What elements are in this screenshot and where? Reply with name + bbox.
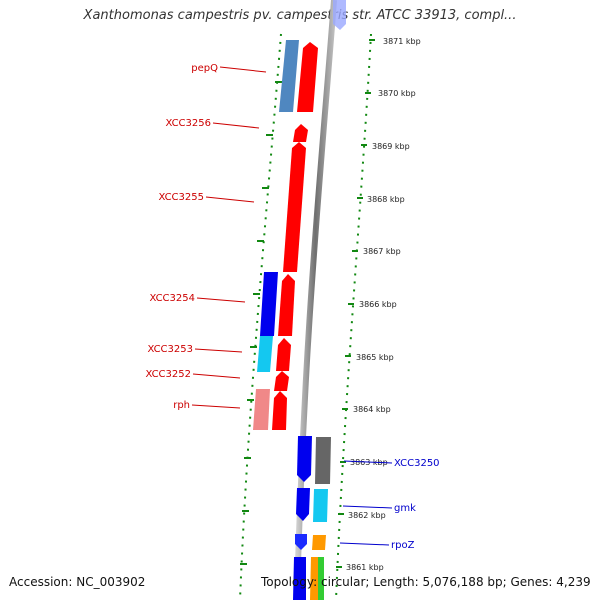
gene-next-green[interactable] (318, 557, 324, 600)
gene-gmk-arrow[interactable] (296, 488, 310, 521)
gene-rph-box[interactable] (253, 389, 270, 430)
gene-pepQ-box[interactable] (279, 40, 299, 112)
gene-pepQ-arrow[interactable] (297, 42, 318, 112)
label-connector (219, 66, 267, 73)
label-connector (191, 404, 241, 409)
gene-XCC3252-arrow[interactable] (274, 371, 289, 391)
gene-rpoZ-box[interactable] (312, 535, 326, 550)
gene-XCC3254-box[interactable] (260, 272, 278, 336)
gene-next-orange[interactable] (310, 557, 318, 600)
gene-label-XCC3252[interactable]: XCC3252 (145, 369, 191, 380)
label-connector (194, 348, 243, 353)
gene-label-XCC3255[interactable]: XCC3255 (158, 192, 204, 203)
label-connector (192, 373, 241, 379)
gene-gmk-box[interactable] (313, 489, 328, 522)
gene-XCC3255-arrow[interactable] (283, 142, 306, 272)
label-connector (212, 122, 260, 129)
label-connector (343, 460, 393, 464)
left-gene-labels: pepQ XCC3256 XCC3255 XCC3254 XCC3253 XCC… (145, 63, 267, 411)
tick-label: 3867 kbp (363, 247, 401, 256)
tick-label: 3862 kbp (348, 511, 386, 520)
left-track-ticks (240, 81, 282, 565)
gene-arrow[interactable] (333, 0, 346, 30)
tick-label: 3864 kbp (353, 405, 391, 414)
gene-rpoZ-arrow[interactable] (295, 534, 307, 550)
gene-XCC3256-arrow[interactable] (293, 124, 308, 142)
gene-label-XCC3253[interactable]: XCC3253 (147, 344, 193, 355)
scale-tick-labels: 3871 kbp 3870 kbp 3869 kbp 3868 kbp 3867… (346, 37, 421, 572)
accession-text: Accession: NC_003902 (9, 575, 146, 589)
gene-label-XCC3254[interactable]: XCC3254 (149, 293, 195, 304)
label-connector (339, 542, 390, 546)
right-track-ticks (336, 39, 375, 568)
tick-label: 3870 kbp (378, 89, 416, 98)
gene-XCC3253-arrow[interactable] (276, 338, 291, 371)
right-gene-labels: XCC3250 gmk rpoZ (339, 458, 440, 551)
genome-summary-text: Topology: circular; Length: 5,076,188 bp… (261, 575, 591, 589)
gene-rph-arrow[interactable] (272, 391, 287, 430)
gene-label-rph[interactable]: rph (173, 400, 190, 411)
gene-XCC3250-arrow[interactable] (297, 436, 312, 482)
gene-XCC3254-arrow[interactable] (278, 274, 295, 336)
gene-label-gmk[interactable]: gmk (394, 503, 416, 514)
gene-label-rpoZ[interactable]: rpoZ (391, 540, 415, 551)
label-connector (196, 297, 246, 303)
gene-features (253, 40, 331, 600)
gene-label-XCC3256[interactable]: XCC3256 (165, 118, 211, 129)
tick-label: 3868 kbp (367, 195, 405, 204)
label-connector (342, 505, 393, 509)
gene-label-XCC3250[interactable]: XCC3250 (394, 458, 440, 469)
label-connector (205, 196, 255, 203)
gene-XCC3253-box[interactable] (257, 336, 273, 372)
gene-label-pepQ[interactable]: pepQ (191, 63, 218, 74)
tick-label: 3871 kbp (383, 37, 421, 46)
map-title: Xanthomonas campestris pv. campestris st… (83, 8, 517, 23)
tick-label: 3866 kbp (359, 300, 397, 309)
tick-label: 3861 kbp (346, 563, 384, 572)
tick-label: 3865 kbp (356, 353, 394, 362)
tick-label: 3869 kbp (372, 142, 410, 151)
gene-next-blue[interactable] (293, 557, 306, 600)
gene-XCC3250-box[interactable] (315, 437, 331, 484)
